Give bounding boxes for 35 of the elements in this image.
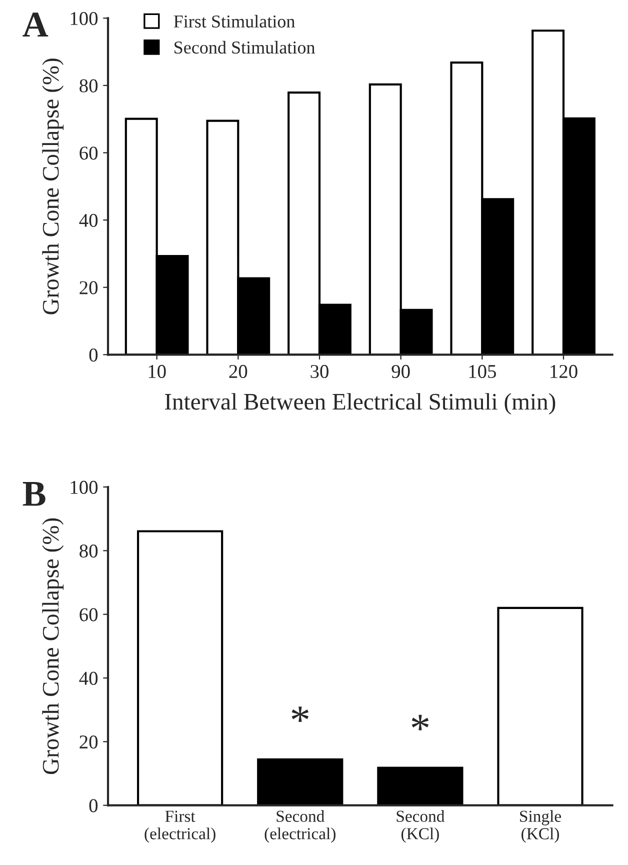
x-tick-label: 30: [310, 364, 328, 378]
legend-label: Second Stimulation: [174, 40, 315, 54]
x-tick-label: 90: [392, 364, 410, 378]
bar: [377, 766, 464, 806]
annotation: *: [412, 714, 429, 730]
bar: [497, 606, 584, 806]
chart-title: B: [22, 482, 46, 506]
y-tick-label: 100: [70, 480, 98, 494]
y-tick-label: 60: [80, 608, 98, 622]
x-tick-label: 120: [550, 364, 578, 378]
chart-title: A: [22, 12, 48, 36]
x-tick-label: Second (KCl): [396, 810, 445, 843]
y-tick-label: 20: [80, 281, 98, 294]
annotation: *: [292, 706, 309, 722]
x-tick-label: Single (KCl): [520, 810, 561, 843]
legend-label: First Stimulation: [174, 14, 295, 28]
x-axis-title: Interval Between Electrical Stimuli (min): [164, 393, 556, 415]
y-tick-label: 40: [79, 672, 98, 685]
bar: [257, 758, 344, 806]
x-tick-label: 105: [469, 364, 496, 378]
y-tick-label: 60: [80, 146, 98, 160]
x-tick-label: 10: [148, 364, 166, 378]
y-tick-label: 40: [79, 214, 98, 227]
x-tick-label: Second (electrical): [264, 810, 336, 843]
y-tick-label: 80: [80, 79, 98, 92]
y-tick-label: 0: [89, 799, 98, 812]
y-tick-label: 80: [80, 544, 98, 558]
y-axis-title: Growth Cone Collapse (%): [42, 518, 64, 774]
y-tick-label: 20: [80, 735, 98, 749]
y-tick-label: 100: [70, 12, 98, 26]
bar: [136, 530, 224, 806]
y-axis-title: Growth Cone Collapse (%): [42, 58, 64, 314]
x-tick-label: First (electrical): [144, 810, 216, 843]
y-tick-label: 0: [89, 348, 98, 362]
x-tick-label: 20: [229, 364, 248, 378]
